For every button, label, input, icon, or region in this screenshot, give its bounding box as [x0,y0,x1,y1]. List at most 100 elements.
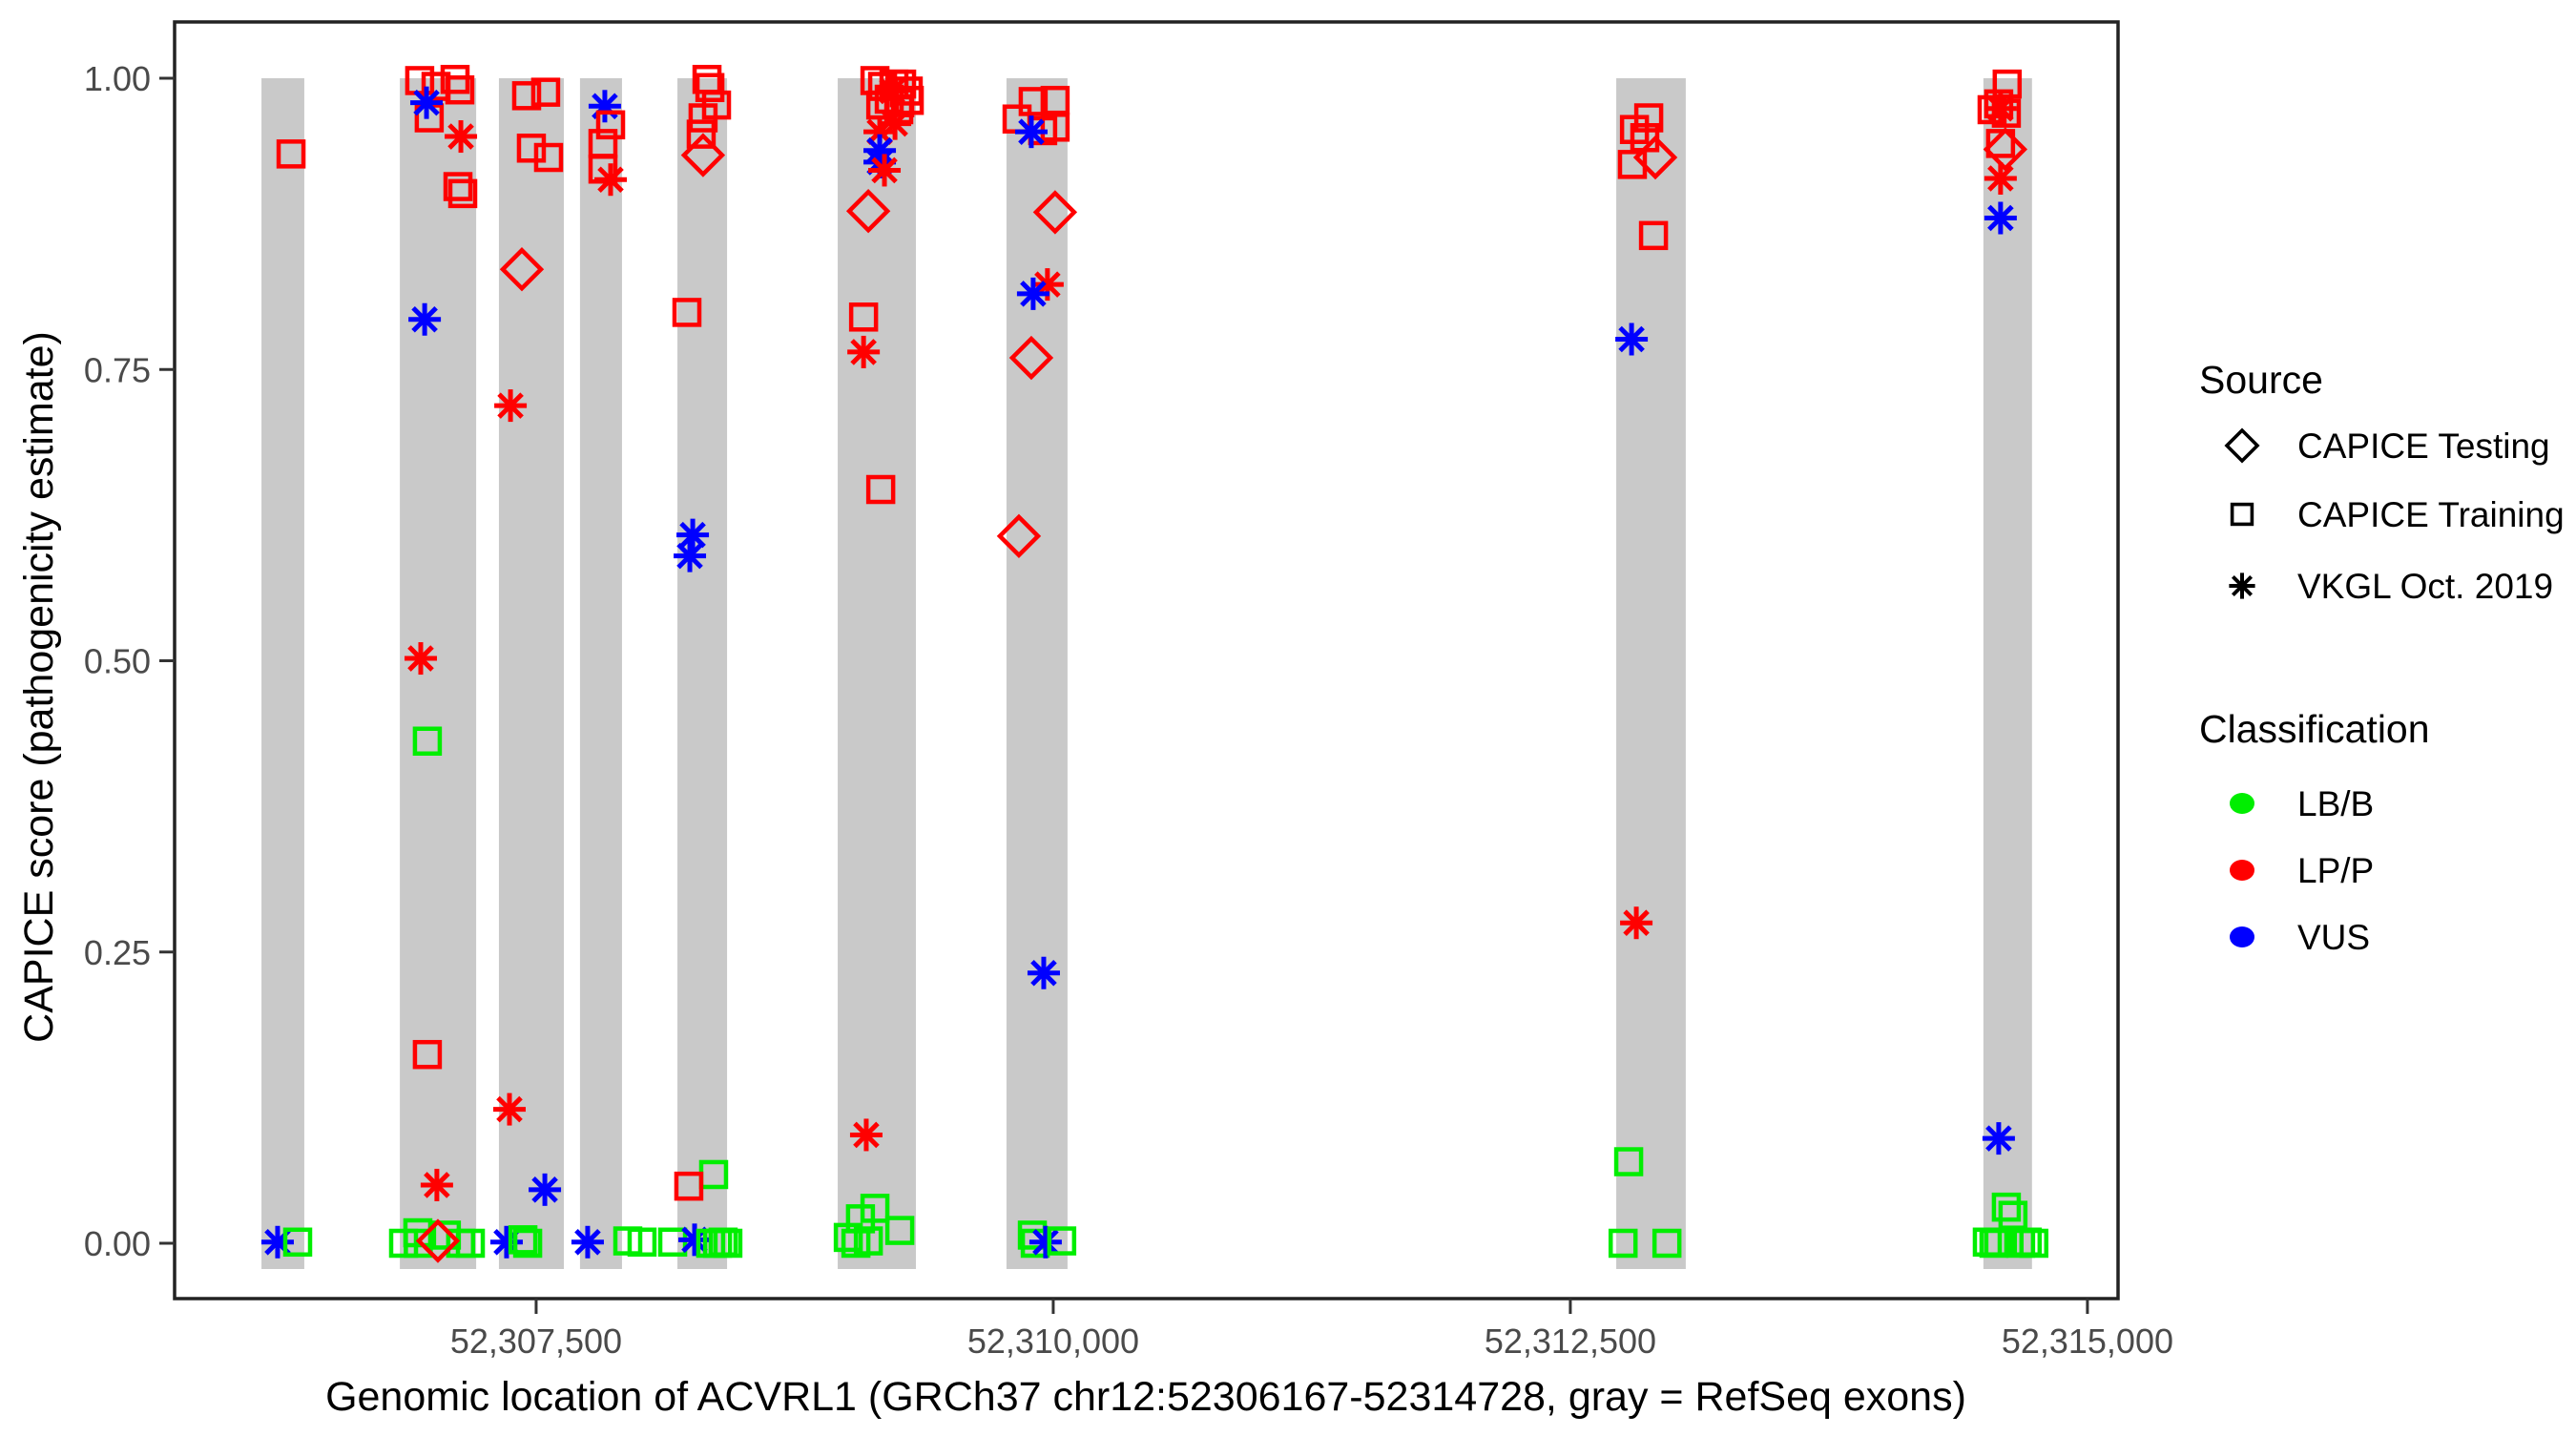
legend-item-label: LB/B [2297,784,2374,823]
data-point [445,74,475,105]
data-point [1032,190,1078,235]
data-point [1613,1147,1644,1176]
data-point [412,1039,443,1070]
data-point [415,1218,461,1263]
data-point [833,1222,863,1253]
data-point [508,1225,538,1255]
data-point [847,335,881,368]
data-point [627,1227,657,1258]
y-tick-label: 0.50 [84,642,151,681]
data-point [1984,201,2017,235]
data-point [1992,69,2023,99]
x-axis: 52,307,500 52,310,000 52,312,500 52,315,000 [450,1299,2173,1361]
legend-item-label: LP/P [2297,851,2374,890]
data-point [1620,906,1653,940]
data-point [404,642,437,676]
data-point [588,90,621,123]
data-point [499,247,545,292]
data-point [865,474,896,505]
data-point [594,163,628,197]
data-point [695,73,725,103]
x-tick-label: 52,315,000 [2002,1322,2173,1361]
data-point [672,298,702,327]
data-point [853,1226,883,1256]
data-point [1985,129,2016,158]
legend-item-label: VKGL Oct. 2019 [2297,567,2553,606]
data-point [676,518,710,552]
data-point [1983,127,2028,172]
data-point [884,1216,915,1245]
data-point [680,133,726,177]
data-point [1991,1192,2022,1222]
x-tick-label: 52,312,500 [1485,1322,1656,1361]
legend-source-title: Source [2199,358,2323,402]
data-point [845,189,891,234]
data-point [1014,115,1048,149]
data-point [688,103,718,133]
x-tick-label: 52,310,000 [967,1322,1139,1361]
diamond-marker [2224,427,2260,464]
exon-bar [400,78,477,1269]
data-point [494,389,528,423]
data-point [1018,87,1049,116]
data-point [445,120,478,154]
x-axis-title: Genomic location of ACVRL1 (GRCh37 chr12… [325,1374,1966,1420]
legend-source-items: CAPICE Testing CAPICE Training VKGL Oct. 2… [2224,427,2565,606]
data-point [1982,1122,2015,1155]
exon-bar [261,78,304,1269]
data-point [408,302,442,336]
data-point [1617,150,1648,179]
data-point [571,1225,604,1259]
square-marker [2230,502,2254,527]
legend-item-label: CAPICE Training [2297,495,2565,534]
data-point [420,1168,453,1201]
x-tick-label: 52,307,500 [450,1322,622,1361]
data-points-layer [260,64,2049,1263]
data-point [2019,1228,2049,1259]
data-point [1016,277,1049,310]
data-point [447,178,478,209]
y-axis-title: CAPICE score (pathogenicity estimate) [16,331,62,1043]
data-point [868,154,902,187]
data-point [848,302,879,332]
data-point [410,86,444,119]
data-point [1028,1225,1062,1259]
data-point [1991,98,2022,128]
y-tick-label: 0.75 [84,350,151,389]
data-point [1008,335,1054,381]
data-point [674,539,707,572]
data-point [1608,1228,1638,1259]
data-point [282,1227,313,1258]
data-point [1027,956,1060,989]
data-point [1984,162,2017,196]
exon-bar [677,78,728,1269]
data-point [443,172,473,201]
data-point [530,77,561,107]
data-point [1652,1228,1682,1259]
exon-bar [579,78,622,1269]
legend-classification-items: LB/B LP/P VUS [2230,784,2374,957]
data-point [1615,323,1649,356]
data-point [849,1118,883,1152]
data-point [713,1228,743,1259]
legend-classification-title: Classification [2199,707,2430,751]
y-axis: 0.00 0.25 0.50 0.75 1.00 [84,59,175,1263]
data-point [516,134,547,163]
data-point [512,1228,543,1259]
exon-bar [1983,78,2032,1269]
exon-bar [838,78,916,1269]
legend: Source CAPICE Testing CAPICE Training VKGL… [2199,358,2565,957]
y-tick-label: 0.25 [84,933,151,972]
data-point [595,110,626,140]
data-point [686,119,717,149]
exon-bar [1616,78,1686,1269]
exon-bars-layer [261,78,2032,1269]
legend-color-dot [2230,926,2254,947]
legend-item-label: CAPICE Testing [2297,427,2550,466]
data-point [674,1171,704,1201]
data-point [511,81,542,111]
legend-color-dot [2230,860,2254,881]
exon-bar [1006,78,1068,1269]
